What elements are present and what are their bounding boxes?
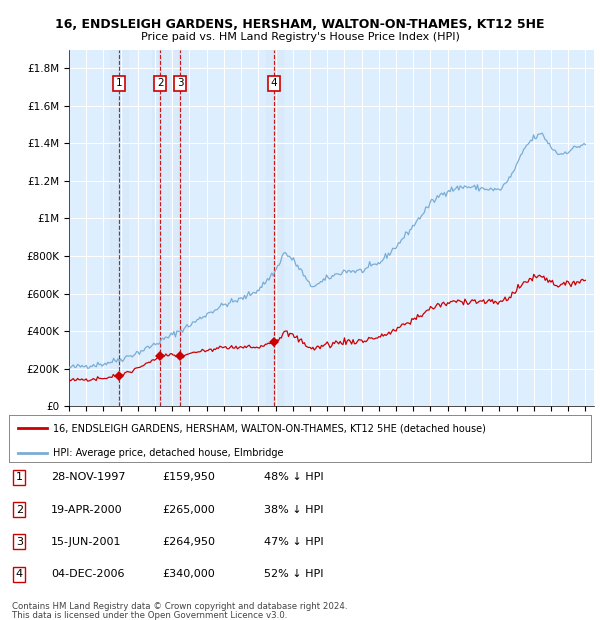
Text: 3: 3 <box>16 537 23 547</box>
Text: 1: 1 <box>16 472 23 482</box>
Text: 48% ↓ HPI: 48% ↓ HPI <box>264 472 323 482</box>
Bar <box>152 50 169 406</box>
Text: 3: 3 <box>177 78 184 89</box>
Text: 28-NOV-1997: 28-NOV-1997 <box>51 472 125 482</box>
Text: 16, ENDSLEIGH GARDENS, HERSHAM, WALTON-ON-THAMES, KT12 5HE: 16, ENDSLEIGH GARDENS, HERSHAM, WALTON-O… <box>55 19 545 31</box>
Text: 2: 2 <box>16 505 23 515</box>
Text: 15-JUN-2001: 15-JUN-2001 <box>51 537 121 547</box>
Text: Price paid vs. HM Land Registry's House Price Index (HPI): Price paid vs. HM Land Registry's House … <box>140 32 460 42</box>
Bar <box>110 50 128 406</box>
Bar <box>179 50 181 406</box>
Text: Contains HM Land Registry data © Crown copyright and database right 2024.: Contains HM Land Registry data © Crown c… <box>12 602 347 611</box>
Bar <box>118 50 120 406</box>
Text: 04-DEC-2006: 04-DEC-2006 <box>51 569 125 579</box>
Text: 2: 2 <box>157 78 164 89</box>
Bar <box>160 50 161 406</box>
Bar <box>266 50 283 406</box>
Text: 19-APR-2000: 19-APR-2000 <box>51 505 122 515</box>
Text: 4: 4 <box>16 569 23 579</box>
Text: 47% ↓ HPI: 47% ↓ HPI <box>264 537 323 547</box>
Text: £265,000: £265,000 <box>162 505 215 515</box>
Bar <box>274 50 275 406</box>
Text: 38% ↓ HPI: 38% ↓ HPI <box>264 505 323 515</box>
Text: 4: 4 <box>271 78 277 89</box>
Text: HPI: Average price, detached house, Elmbridge: HPI: Average price, detached house, Elmb… <box>53 448 283 458</box>
Text: 16, ENDSLEIGH GARDENS, HERSHAM, WALTON-ON-THAMES, KT12 5HE (detached house): 16, ENDSLEIGH GARDENS, HERSHAM, WALTON-O… <box>53 423 485 433</box>
Text: £264,950: £264,950 <box>162 537 215 547</box>
Text: £159,950: £159,950 <box>162 472 215 482</box>
Text: 52% ↓ HPI: 52% ↓ HPI <box>264 569 323 579</box>
Text: This data is licensed under the Open Government Licence v3.0.: This data is licensed under the Open Gov… <box>12 611 287 619</box>
Text: 1: 1 <box>116 78 122 89</box>
Bar <box>172 50 189 406</box>
Text: £340,000: £340,000 <box>162 569 215 579</box>
